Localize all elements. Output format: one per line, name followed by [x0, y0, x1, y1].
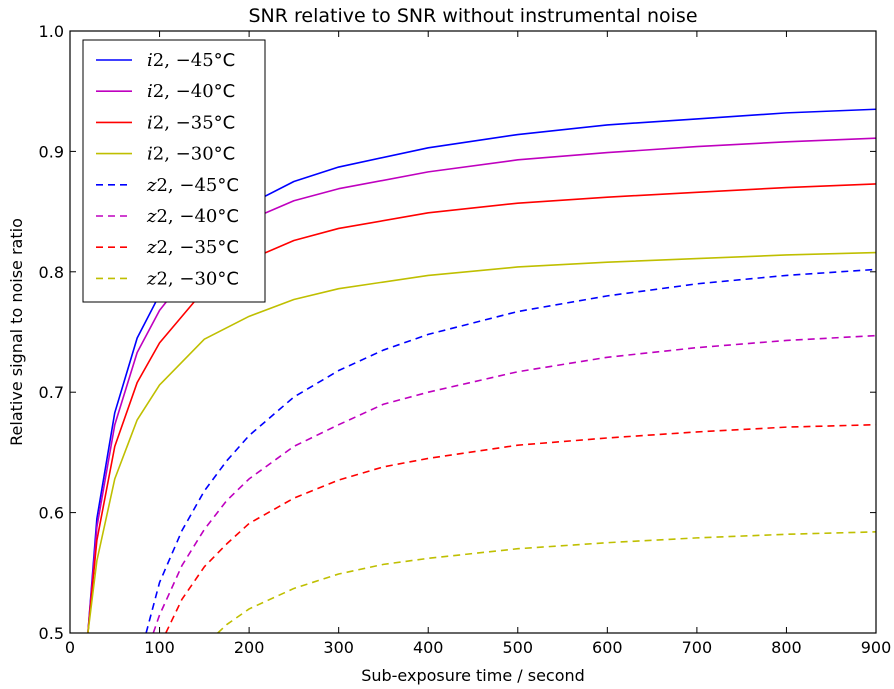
y-tick-label: 0.6 [39, 504, 64, 523]
legend-entry-label: z2, −40°C [146, 206, 239, 227]
series-line-z2-m40 [152, 334, 876, 633]
x-tick-label: 100 [144, 638, 175, 657]
y-tick-label: 0.5 [39, 624, 64, 643]
series-line-z2-m30 [217, 531, 876, 633]
x-tick-label: 900 [861, 638, 892, 657]
series-line-i2-m35 [87, 183, 876, 633]
legend-entry-label: i2, −35°C [147, 112, 235, 133]
ticks-layer: 0 100 200 300 400 500 600 700 800 900 0.5 0.6 0.7 0.8… [39, 22, 892, 657]
x-tick-label: 300 [323, 638, 354, 657]
series-layer [87, 108, 876, 633]
chart-title: SNR relative to SNR without instrumental… [248, 5, 697, 27]
plot-frame [69, 30, 877, 634]
x-tick-label: 0 [65, 638, 75, 657]
legend-entry-label: i2, −40°C [147, 81, 235, 102]
legend-entry-label: z2, −45°C [146, 175, 239, 196]
legend-entry-label: i2, −30°C [147, 144, 235, 165]
legend-box [82, 39, 266, 303]
legend: i2, −45°C i2, −40°C i2, −35°C i2, −30°C z2, … [82, 39, 266, 303]
y-tick-label: 0.9 [39, 142, 64, 161]
x-tick-label: 800 [771, 638, 802, 657]
x-tick-label: 500 [503, 638, 534, 657]
series-line-z2-m45 [145, 268, 876, 633]
legend-entry-label: z2, −35°C [146, 237, 239, 258]
y-axis-label: Relative signal to noise ratio [7, 218, 26, 446]
y-tick-label: 0.8 [39, 263, 64, 282]
x-axis-label: Sub-exposure time / second [361, 666, 585, 685]
x-tick-label: 600 [592, 638, 623, 657]
x-tick-label: 200 [234, 638, 265, 657]
y-tick-label: 0.7 [39, 383, 64, 402]
series-line-i2-m30 [87, 251, 876, 633]
x-tick-label: 700 [682, 638, 713, 657]
series-line-i2-m45 [87, 108, 876, 633]
x-tick-label: 400 [413, 638, 444, 657]
series-line-i2-m40 [87, 137, 876, 633]
legend-entry-label: z2, −30°C [146, 268, 239, 289]
legend-entry-label: i2, −45°C [147, 50, 235, 71]
y-tick-label: 1.0 [39, 22, 64, 41]
